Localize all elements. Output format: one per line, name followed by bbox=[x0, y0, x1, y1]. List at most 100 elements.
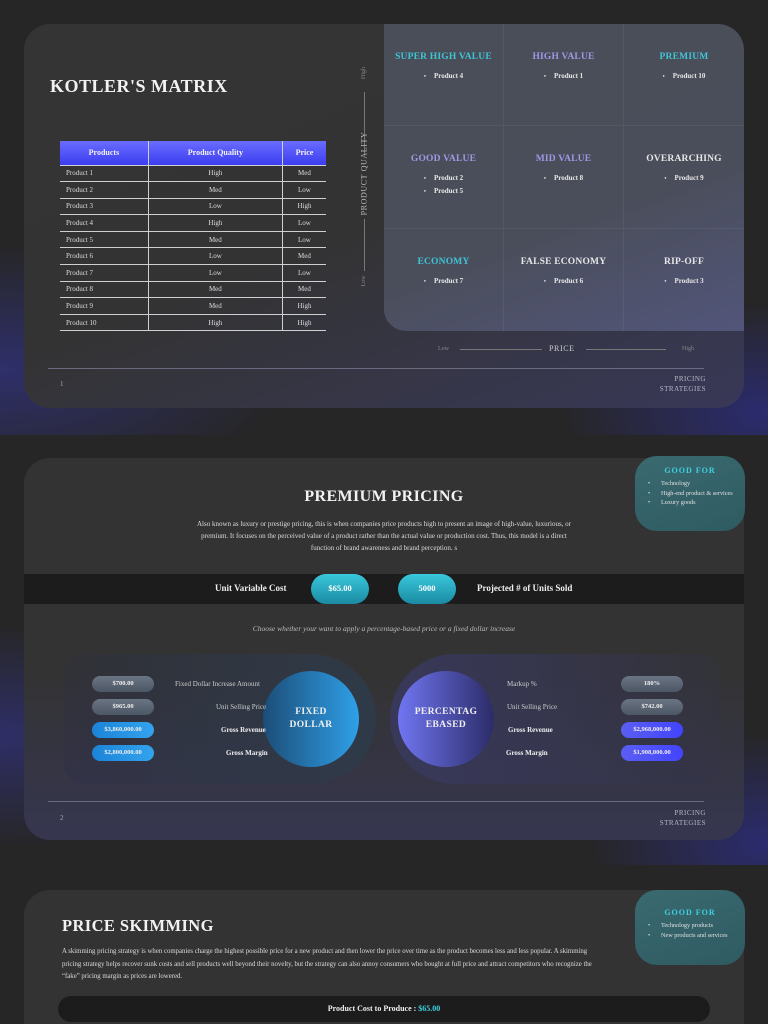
unit-variable-cost-input[interactable]: $65.00 bbox=[311, 574, 369, 604]
product-cost-value[interactable]: $65.00 bbox=[418, 1004, 441, 1013]
footer-brand: PRICING STRATEGIES bbox=[660, 374, 706, 394]
markup-input[interactable]: 180% bbox=[621, 676, 683, 692]
price-axis-title: PRICE bbox=[549, 344, 575, 353]
matrix-cell-list: Product 9 bbox=[664, 172, 703, 185]
matrix-cell-false-economy: FALSE ECONOMY Product 6 bbox=[504, 228, 624, 331]
cell-quality: High bbox=[148, 214, 283, 232]
matrix-cell-mid-value: MID VALUE Product 8 bbox=[504, 126, 624, 229]
matrix-cell-good-value: GOOD VALUE Product 2 Product 5 bbox=[384, 126, 504, 229]
cell-price: Low bbox=[282, 214, 326, 232]
good-for-list: Technology products New products and ser… bbox=[647, 921, 733, 940]
matrix-cell-title: GOOD VALUE bbox=[410, 154, 477, 165]
cell-product: Product 8 bbox=[60, 281, 149, 299]
matrix-cell-item: Product 4 bbox=[424, 70, 463, 83]
pct-gross-revenue-value: $2,968,000.00 bbox=[621, 722, 683, 738]
slide-title: PRICE SKIMMING bbox=[62, 916, 214, 935]
fixed-increase-label: Fixed Dollar Increase Amount bbox=[175, 680, 260, 688]
table-row: Product 4 High Low bbox=[60, 214, 326, 232]
cell-quality: Low bbox=[148, 247, 283, 266]
percentage-panel: PERCENTAG EBASED bbox=[390, 654, 720, 784]
matrix-cell-item: Product 6 bbox=[544, 275, 583, 288]
cell-product: Product 2 bbox=[60, 181, 149, 199]
units-sold-input[interactable]: 5000 bbox=[398, 574, 456, 604]
matrix-cell-item: Product 8 bbox=[544, 172, 583, 185]
cell-price: High bbox=[282, 314, 326, 332]
fixed-dollar-panel: FIXED DOLLAR bbox=[64, 654, 376, 784]
matrix-cell-list: Product 10 bbox=[663, 70, 706, 83]
slide-title: PREMIUM PRICING bbox=[304, 488, 464, 505]
matrix-cell-super-high-value: SUPER HIGH VALUE Product 4 bbox=[384, 24, 504, 127]
fixed-dollar-label-2: DOLLAR bbox=[289, 720, 333, 730]
cell-price: Med bbox=[282, 281, 326, 299]
fixed-selling-price-label: Unit Selling Price bbox=[216, 703, 267, 711]
page-number: 1 bbox=[60, 380, 64, 388]
fixed-gross-margin-value: $2,800,000.00 bbox=[92, 745, 154, 761]
table-row: Product 8 Med Med bbox=[60, 281, 326, 299]
matrix-cell-list: Product 6 bbox=[544, 275, 583, 288]
table-row: Product 2 Med Low bbox=[60, 181, 326, 199]
inputs-strip: Unit Variable Cost $65.00 5000 Projected… bbox=[24, 574, 744, 604]
pct-selling-price-label: Unit Selling Price bbox=[507, 703, 558, 711]
good-for-item: Technology products bbox=[647, 921, 733, 931]
percentage-label-1: PERCENTAG bbox=[414, 707, 478, 717]
matrix-cell-item: Product 5 bbox=[424, 185, 463, 198]
cell-quality: High bbox=[148, 314, 283, 332]
brand-line-2: STRATEGIES bbox=[659, 385, 706, 393]
cell-product: Product 5 bbox=[60, 231, 149, 249]
quality-axis-high-label: High bbox=[361, 67, 367, 79]
fixed-gross-revenue-label: Gross Revenue bbox=[221, 726, 266, 734]
price-axis-high-label: High bbox=[682, 346, 694, 352]
matrix-cell-list: Product 3 bbox=[664, 275, 703, 288]
matrix-cell-item: Product 10 bbox=[663, 70, 706, 83]
product-cost-label: Product Cost to Produce : bbox=[327, 1004, 419, 1013]
column-header-price: Price bbox=[282, 141, 326, 166]
cell-quality: Med bbox=[148, 297, 283, 315]
page-number: 2 bbox=[60, 814, 64, 822]
pricing-method-hint: Choose whether your want to apply a perc… bbox=[252, 624, 516, 633]
matrix-cell-title: SUPER HIGH VALUE bbox=[395, 52, 492, 62]
cell-product: Product 3 bbox=[60, 198, 149, 216]
quality-axis-arrow-up bbox=[363, 92, 365, 154]
good-for-box-premium: GOOD FOR Technology High-end product & s… bbox=[635, 456, 745, 531]
cell-product: Product 1 bbox=[60, 165, 149, 183]
matrix-cell-rip-off: RIP-OFF Product 3 bbox=[624, 229, 744, 331]
cell-price: Low bbox=[282, 181, 326, 199]
matrix-cell-title: OVERARCHING bbox=[646, 154, 722, 165]
units-sold-label: Projected # of Units Sold bbox=[477, 583, 573, 593]
cell-quality: Low bbox=[148, 198, 283, 216]
matrix-cell-item: Product 7 bbox=[424, 275, 463, 288]
fixed-dollar-button[interactable]: FIXED DOLLAR bbox=[263, 671, 359, 767]
slide-premium-pricing: PREMIUM PRICING Also known as luxury or … bbox=[24, 458, 744, 840]
fixed-selling-price-value: $965.00 bbox=[92, 699, 154, 715]
table-row: Product 10 High High bbox=[60, 314, 326, 332]
matrix-cell-list: Product 2 Product 5 bbox=[424, 172, 463, 198]
quality-axis: High PRODUCT QUALITY Low bbox=[354, 64, 374, 294]
matrix-cell-title: HIGH VALUE bbox=[532, 52, 595, 62]
cell-product: Product 9 bbox=[60, 297, 149, 315]
matrix-cell-premium: PREMIUM Product 10 bbox=[624, 24, 744, 127]
column-header-quality: Product Quality bbox=[148, 141, 283, 166]
matrix-cell-economy: ECONOMY Product 7 bbox=[384, 228, 504, 331]
fixed-gross-revenue-value: $3,860,000.00 bbox=[92, 722, 154, 738]
pct-gross-margin-label: Gross Margin bbox=[506, 749, 548, 757]
unit-variable-cost-label: Unit Variable Cost bbox=[215, 583, 287, 593]
good-for-title: GOOD FOR bbox=[664, 466, 716, 475]
fixed-dollar-label-1: FIXED bbox=[295, 707, 327, 717]
matrix-cell-list: Product 7 bbox=[424, 275, 463, 288]
slide-description: A skimming pricing strategy is when comp… bbox=[62, 948, 592, 980]
cell-price: High bbox=[282, 297, 326, 315]
pct-gross-revenue-label: Gross Revenue bbox=[508, 726, 553, 734]
quality-axis-low-label: Low bbox=[361, 275, 367, 287]
cell-price: Low bbox=[282, 264, 326, 282]
good-for-box-skimming: GOOD FOR Technology products New product… bbox=[635, 890, 745, 965]
quality-axis-arrow-down bbox=[363, 219, 365, 271]
products-table: Products Product Quality Price Product 1… bbox=[60, 141, 326, 332]
good-for-item: Technology bbox=[647, 479, 733, 489]
fixed-increase-input[interactable]: $700.00 bbox=[92, 676, 154, 692]
matrix-cell-title: FALSE ECONOMY bbox=[520, 256, 607, 267]
good-for-item: Luxury goods bbox=[647, 498, 733, 508]
fixed-gross-margin-label: Gross Margin bbox=[226, 749, 268, 757]
cell-price: Med bbox=[282, 165, 326, 183]
matrix-cell-item: Product 2 bbox=[424, 172, 463, 185]
percentage-based-button[interactable]: PERCENTAG EBASED bbox=[398, 671, 494, 767]
